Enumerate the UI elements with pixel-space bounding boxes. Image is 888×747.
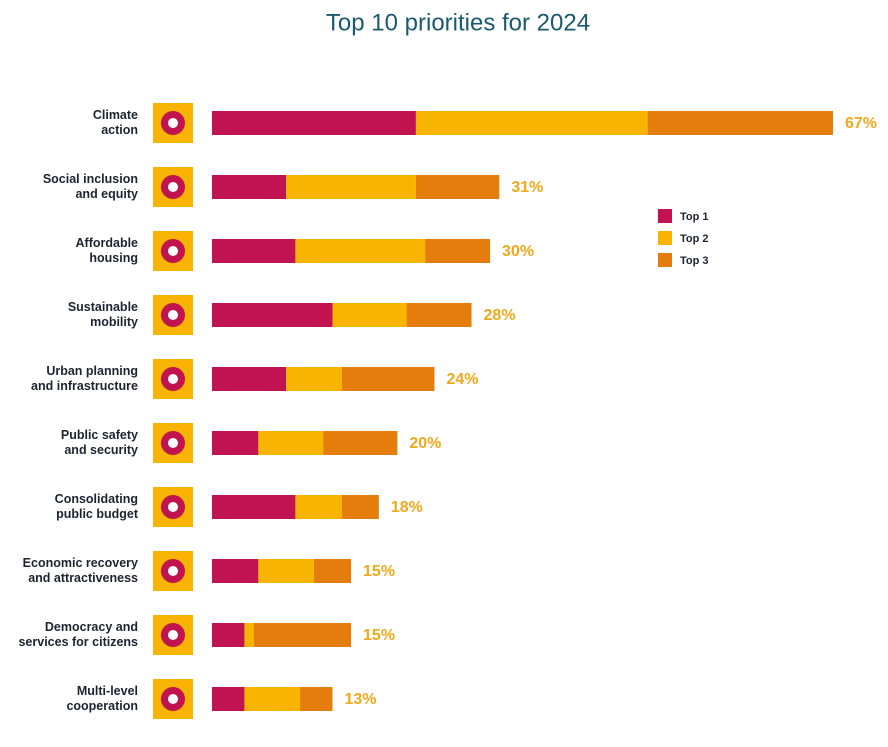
bar-segment <box>212 495 296 519</box>
bar-segment <box>647 111 833 135</box>
category-label: Social inclusion and equity <box>42 172 138 201</box>
bar-segment <box>212 687 245 711</box>
bar-segment <box>323 431 398 455</box>
bar-segment <box>332 303 407 327</box>
bar-segment <box>286 175 416 199</box>
total-label: 28% <box>484 307 516 324</box>
legend-swatch <box>658 209 672 223</box>
bar-segment <box>212 111 416 135</box>
bar-segment <box>212 175 287 199</box>
bar-segment <box>425 239 491 263</box>
chart-title: Top 10 priorities for 2024 <box>326 9 590 36</box>
category-label: Consolidating public budget <box>54 492 138 521</box>
category-label: Multi-level cooperation <box>66 684 138 713</box>
total-label: 24% <box>446 371 478 388</box>
bar-segment <box>415 175 500 199</box>
bar-segment <box>295 495 342 519</box>
legend-label: Top 1 <box>680 211 709 223</box>
icon-dot <box>168 246 178 256</box>
category-label: Urban planning and infrastructure <box>31 364 138 393</box>
total-label: 18% <box>391 499 423 516</box>
legend-swatch <box>658 253 672 267</box>
category-label: Economic recovery and attractiveness <box>22 556 138 585</box>
legend-label: Top 2 <box>680 233 709 245</box>
bar-segment <box>341 367 435 391</box>
category-label: Affordable housing <box>75 236 139 265</box>
bar-segment <box>253 623 352 647</box>
category-label: Climate action <box>92 108 138 137</box>
bar-segment <box>212 431 259 455</box>
icon-dot <box>168 566 178 576</box>
bar-segment <box>258 431 324 455</box>
icon-dot <box>168 502 178 512</box>
bar-segment <box>415 111 648 135</box>
bar-segment <box>244 687 301 711</box>
icon-dot <box>168 182 178 192</box>
bar-segment <box>212 367 287 391</box>
total-label: 13% <box>344 691 376 708</box>
total-label: 15% <box>363 563 395 580</box>
icon-dot <box>168 374 178 384</box>
legend-label: Top 3 <box>680 255 709 267</box>
bar-segment <box>212 303 333 327</box>
bar-segment <box>244 623 254 647</box>
total-label: 31% <box>511 179 543 196</box>
total-label: 67% <box>845 115 877 132</box>
total-label: 15% <box>363 627 395 644</box>
bar-segment <box>258 559 314 583</box>
icon-dot <box>168 438 178 448</box>
bar-segment <box>295 239 426 263</box>
bar-segment <box>212 623 245 647</box>
bar-segment <box>341 495 379 519</box>
bar-segment <box>212 239 296 263</box>
icon-dot <box>168 694 178 704</box>
icon-dot <box>168 118 178 128</box>
category-label: Public safety and security <box>60 428 138 457</box>
total-label: 30% <box>502 243 534 260</box>
bar-segment <box>313 559 352 583</box>
icon-dot <box>168 310 178 320</box>
category-label: Sustainable mobility <box>67 300 138 329</box>
total-label: 20% <box>409 435 441 452</box>
bar-segment <box>286 367 342 391</box>
bar-segment <box>300 687 333 711</box>
category-label: Democracy and services for citizens <box>18 620 138 649</box>
legend-swatch <box>658 231 672 245</box>
bar-segment <box>212 559 259 583</box>
icon-dot <box>168 630 178 640</box>
bar-segment <box>406 303 472 327</box>
